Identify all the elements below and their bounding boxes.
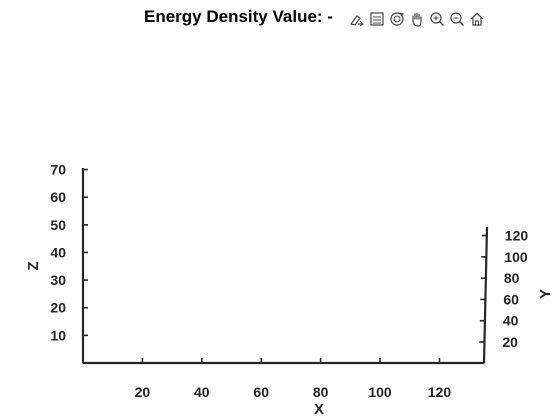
z-axis-ticks: 10 20 30 40 50 60 70 [50,162,88,343]
z-tick-label: 20 [50,300,66,316]
rotate-3d-button[interactable] [388,10,406,28]
edit-brush-button[interactable] [348,10,366,28]
rotate-3d-icon [390,12,404,26]
z-tick-label: 40 [50,244,66,260]
x-tick-label: 60 [253,384,269,400]
y-tick-label: 120 [505,228,529,244]
pan-button[interactable] [408,10,426,28]
legend-button[interactable] [368,10,386,28]
z-tick-label: 60 [50,189,66,205]
zoom-out-icon [450,12,465,27]
y-axis-line [482,226,489,364]
zoom-out-button[interactable] [448,10,466,28]
y-axis-label: Y [537,289,554,299]
zoom-in-icon [430,12,445,27]
x-tick-label: 40 [194,384,210,400]
z-tick-label: 30 [50,272,66,288]
y-axis-ticks: 20 40 60 80 100 120 [479,228,529,350]
axis-lines [81,168,489,365]
pan-hand-icon [412,12,422,27]
x-axis-ticks: 20 40 60 80 100 120 [135,358,452,400]
home-button[interactable] [468,10,486,28]
home-icon [470,12,484,26]
figure-title: Energy Density Value: - [144,7,333,26]
z-tick-label: 70 [50,162,66,178]
x-axis-label: X [314,401,324,418]
x-tick-label: 120 [428,384,452,400]
edit-brush-icon [349,15,364,27]
y-tick-label: 20 [502,334,518,350]
zoom-in-button[interactable] [428,10,446,28]
y-tick-label: 100 [504,249,528,265]
z-tick-label: 50 [50,217,66,233]
z-axis-label: Z [25,261,42,270]
z-tick-label: 10 [50,327,66,343]
x-tick-label: 100 [368,384,392,400]
y-tick-label: 60 [503,291,519,307]
x-tick-label: 20 [135,384,151,400]
legend-icon [370,12,384,26]
axes-toolbar [348,9,486,29]
y-tick-label: 80 [504,270,520,286]
y-tick-label: 40 [503,313,519,329]
x-tick-label: 80 [313,384,329,400]
